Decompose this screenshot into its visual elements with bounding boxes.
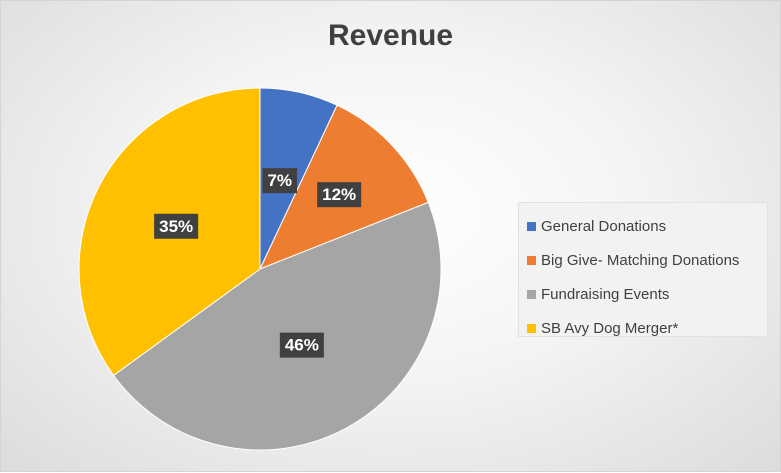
data-label-text: 7% (267, 171, 292, 190)
data-label-text: 35% (159, 217, 193, 236)
legend-item-sb-avy-dog-merger: SB Avy Dog Merger* (527, 311, 767, 345)
legend-item-general-donations: General Donations (527, 209, 767, 243)
data-labels: 7% 12% 46% 35% (154, 168, 362, 358)
legend-label: SB Avy Dog Merger* (541, 319, 679, 337)
legend: General Donations Big Give- Matching Don… (518, 202, 768, 337)
data-label-box (279, 332, 324, 358)
data-label-sb-avy-dog-merger: 35% (154, 213, 199, 239)
legend-label: Fundraising Events (541, 285, 670, 303)
data-label-box (262, 168, 298, 194)
legend-swatch (527, 221, 536, 231)
legend-item-big-give: Big Give- Matching Donations (527, 243, 767, 277)
legend-item-fundraising-events: Fundraising Events (527, 277, 767, 311)
data-label-text: 46% (285, 336, 319, 355)
data-label-box (317, 182, 362, 208)
legend-label: Big Give- Matching Donations (541, 251, 740, 269)
legend-swatch (527, 255, 536, 265)
legend-swatch (527, 289, 536, 299)
data-label-fundraising-events: 46% (279, 332, 324, 358)
legend-label: General Donations (541, 217, 667, 235)
data-label-general-donations: 7% (262, 168, 298, 194)
pie-slices (78, 87, 442, 451)
data-label-box (154, 213, 199, 239)
data-label-text: 12% (322, 185, 356, 204)
pie-slice-fundraising-events (112, 201, 442, 451)
legend-swatch (527, 323, 536, 333)
chart-title: Revenue (327, 19, 454, 52)
data-label-big-give: 12% (317, 182, 362, 208)
